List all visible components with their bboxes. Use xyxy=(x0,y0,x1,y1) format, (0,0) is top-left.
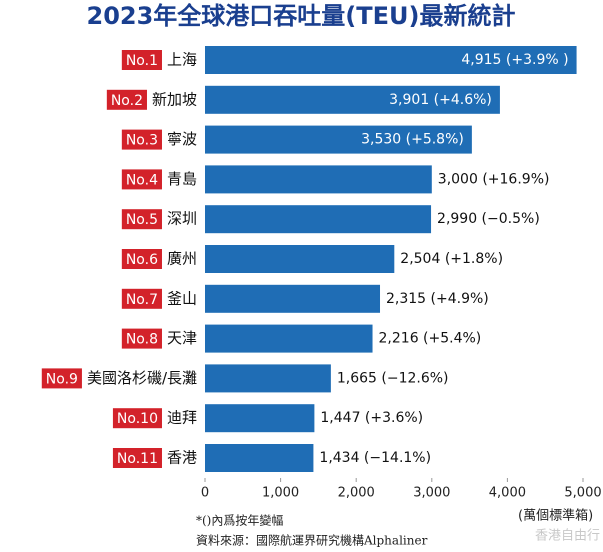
rank-tag xyxy=(121,209,162,230)
bar xyxy=(205,245,395,273)
rank-tag xyxy=(121,50,162,70)
category-label: 上海 xyxy=(167,51,197,69)
value-label: 3,901 (+4.6%) xyxy=(389,92,492,108)
category-label: 新加坡 xyxy=(152,90,197,108)
category-label: 香港 xyxy=(167,449,197,467)
category-label: 迪拜 xyxy=(167,409,197,427)
rank-label: No.7 xyxy=(126,292,158,308)
category-label: 天津 xyxy=(167,329,197,347)
bar xyxy=(205,165,432,194)
rank-tag xyxy=(121,249,162,269)
rank-label: No.3 xyxy=(126,133,158,149)
rank-label: No.11 xyxy=(117,451,158,467)
value-label: 1,665 (−12.6%) xyxy=(337,370,449,386)
rank-label: No.4 xyxy=(126,172,158,188)
category-label: 寧波 xyxy=(167,130,197,148)
rank-label: No.9 xyxy=(46,371,78,387)
bar xyxy=(205,205,432,234)
value-label: 3,000 (+16.9%) xyxy=(438,171,550,187)
rank-label: No.8 xyxy=(126,332,158,348)
category-label: 深圳 xyxy=(167,210,197,228)
rank-tag xyxy=(121,129,162,150)
watermark: 香港自由行 xyxy=(535,529,600,544)
bar xyxy=(205,284,381,313)
x-tick-label: 1,000 xyxy=(262,486,299,501)
rank-label: No.2 xyxy=(111,93,143,109)
note: *()內爲按年變幅 xyxy=(196,513,283,528)
source-note: 資料來源：國際航運界研究機構Alphaliner xyxy=(196,533,428,548)
value-label: 2,315 (+4.9%) xyxy=(386,291,489,307)
value-label: 1,434 (−14.1%) xyxy=(319,450,431,466)
value-label: 2,504 (+1.8%) xyxy=(400,251,503,267)
bar xyxy=(205,404,315,433)
bar xyxy=(205,364,331,393)
value-label: 3,530 (+5.8%) xyxy=(361,132,464,148)
category-label: 青島 xyxy=(167,170,197,188)
bar xyxy=(205,324,373,353)
chart-title: 2023年全球港口吞吐量(TEU)最新統計 xyxy=(87,2,516,30)
value-label: 4,915 (+3.9% ) xyxy=(461,52,568,68)
x-tick-label: 5,000 xyxy=(564,486,601,501)
rank-tag xyxy=(112,448,162,468)
rank-label: No.6 xyxy=(126,252,158,268)
rank-tag xyxy=(112,408,162,429)
bar xyxy=(205,46,577,74)
rank-label: No.1 xyxy=(126,53,158,69)
value-label: 2,990 (−0.5%) xyxy=(437,211,540,227)
rank-tag xyxy=(121,288,162,309)
x-tick-label: 3,000 xyxy=(413,486,450,501)
value-label: 2,216 (+5.4%) xyxy=(379,331,482,347)
rank-tag xyxy=(121,328,162,349)
x-tick-label: 0 xyxy=(201,486,209,501)
bar xyxy=(205,125,472,154)
bar xyxy=(205,444,314,472)
rank-tag xyxy=(41,368,82,389)
rank-label: No.10 xyxy=(117,411,158,427)
x-tick-label: 4,000 xyxy=(489,486,526,501)
bar xyxy=(205,85,500,114)
category-label: 釜山 xyxy=(167,289,197,307)
category-label: 美國洛杉磯/長灘 xyxy=(87,369,197,387)
rank-label: No.5 xyxy=(126,212,158,228)
x-tick-label: 2,000 xyxy=(338,486,375,501)
unit-label: (萬個標準箱) xyxy=(518,508,593,524)
category-label: 廣州 xyxy=(167,250,197,268)
value-label: 1,447 (+3.6%) xyxy=(320,410,423,426)
rank-tag xyxy=(106,89,147,110)
rank-tag xyxy=(121,169,162,190)
